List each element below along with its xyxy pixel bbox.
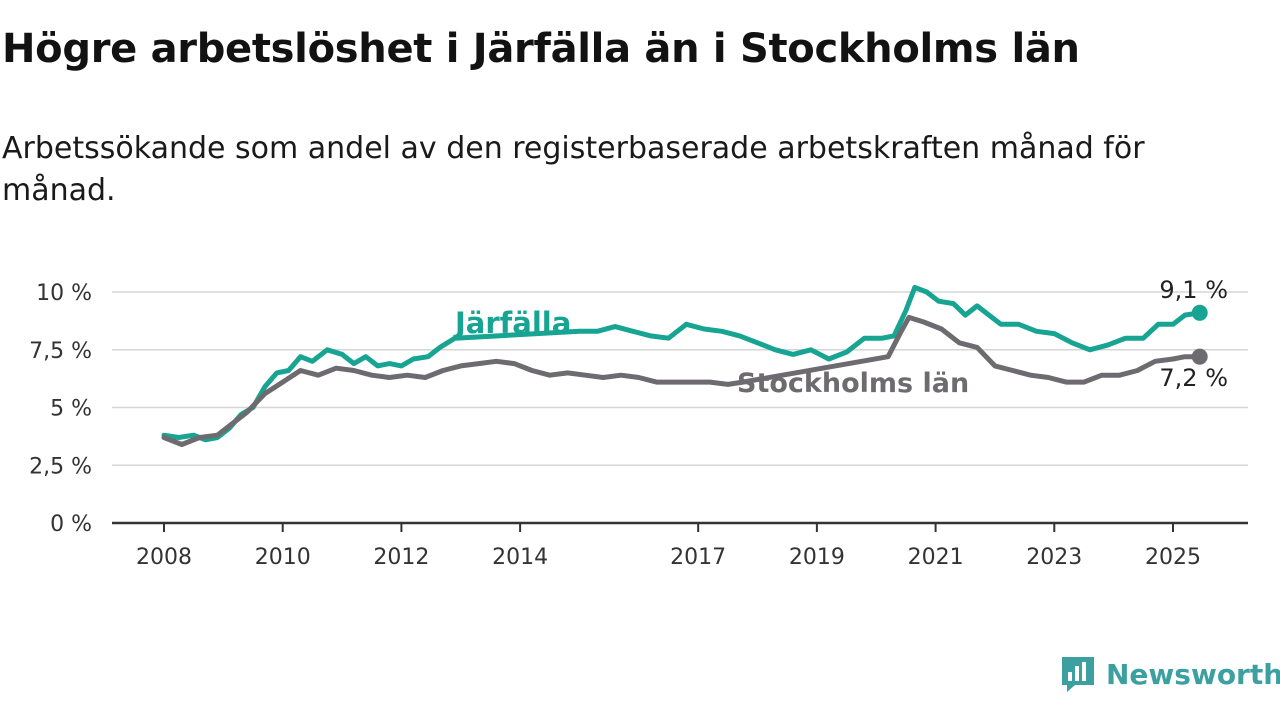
series-name-label: Järfälla (453, 306, 571, 340)
y-tick-label: 0 % (50, 512, 92, 537)
newsworthy-logo: Newsworthy (1060, 654, 1280, 694)
series-end-marker-0 (1191, 304, 1208, 321)
x-tick-label: 2014 (492, 545, 548, 570)
axes: 0 % 2,5 % 5 % 7,5 % 10 % 2008 2010 2012 2014 2017… (29, 281, 1248, 570)
x-tick-label: 2010 (255, 545, 311, 570)
x-tick-label: 2021 (908, 545, 964, 570)
y-tick-label: 7,5 % (29, 339, 92, 364)
x-tick-label: 2019 (789, 545, 845, 570)
series-end-marker-1 (1191, 348, 1208, 365)
x-tick-label: 2008 (136, 545, 192, 570)
y-tick-label: 10 % (36, 281, 92, 306)
y-tick-label: 5 % (50, 397, 92, 422)
end-value-label: 9,1 % (1159, 276, 1228, 304)
x-tick-label: 2025 (1145, 545, 1201, 570)
x-tick-label: 2012 (373, 545, 429, 570)
series-lines (161, 284, 1208, 447)
brand-name: Newsworthy (1106, 657, 1280, 691)
grid-lines (112, 291, 1248, 466)
end-value-label: 7,2 % (1159, 364, 1228, 392)
series-labels: Järfälla Stockholms län 9,1 % 7,2 % (453, 276, 1228, 399)
y-tick-label: 2,5 % (29, 454, 92, 479)
chart-subtitle: Arbetssökande som andel av den registerb… (2, 131, 1145, 208)
x-tick-label: 2017 (670, 545, 726, 570)
series-line-1 (161, 314, 1203, 447)
x-tick-label: 2023 (1026, 545, 1082, 570)
newsworthy-logo-icon (1062, 657, 1094, 692)
series-line-0 (161, 284, 1203, 443)
series-name-label: Stockholms län (737, 368, 969, 399)
chart-title: Högre arbetslöshet i Järfälla än i Stock… (2, 26, 1080, 72)
